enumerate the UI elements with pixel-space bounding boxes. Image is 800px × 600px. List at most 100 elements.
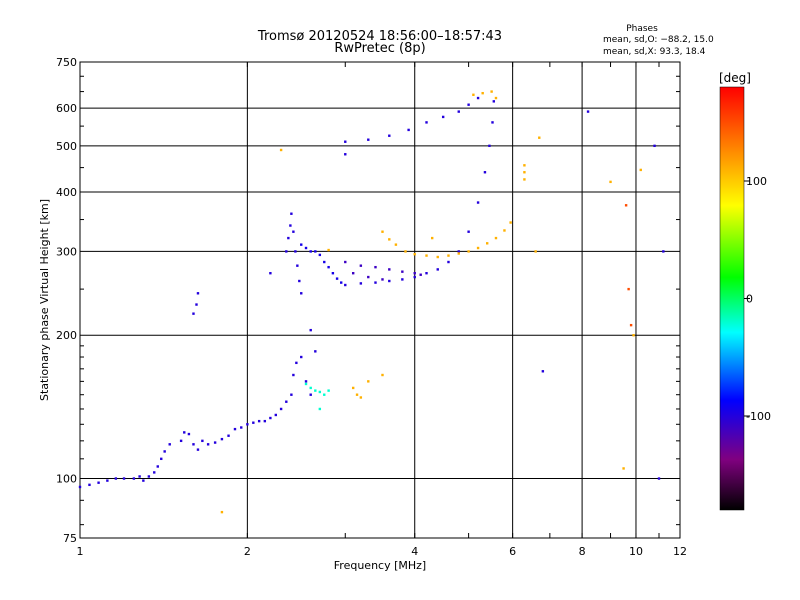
data-point <box>309 250 312 253</box>
data-point <box>292 230 295 233</box>
data-point <box>78 485 82 489</box>
data-point <box>344 283 347 287</box>
data-point <box>359 396 363 399</box>
data-point <box>289 224 292 227</box>
data-point <box>192 443 195 446</box>
colorbar <box>719 86 745 511</box>
data-point <box>304 380 308 383</box>
data-point <box>367 138 370 141</box>
data-point <box>168 443 171 446</box>
y-tick-label: 75 <box>63 532 77 545</box>
data-point <box>300 355 303 359</box>
data-point <box>179 439 183 443</box>
data-point <box>279 148 283 152</box>
data-point <box>351 386 355 390</box>
data-point <box>201 439 204 443</box>
data-point <box>485 242 489 245</box>
data-point <box>586 110 590 113</box>
data-point <box>287 236 290 240</box>
data-point <box>401 278 404 281</box>
data-point <box>290 393 293 396</box>
colorbar-label: [deg] <box>719 71 751 85</box>
data-point <box>639 168 642 172</box>
data-point <box>220 510 224 514</box>
data-point <box>419 273 422 276</box>
data-point <box>413 252 416 256</box>
x-tick-label: 1 <box>77 545 84 558</box>
data-point <box>491 121 494 124</box>
data-point <box>285 250 288 253</box>
data-point <box>359 264 363 267</box>
data-point <box>425 121 428 124</box>
colorbar-ticks: 100 0 -100 <box>744 175 771 423</box>
data-point <box>394 243 398 246</box>
data-point <box>523 178 526 181</box>
data-point <box>269 416 272 420</box>
data-point <box>467 230 470 233</box>
data-point <box>206 443 210 446</box>
data-point <box>476 201 480 204</box>
data-point <box>296 264 299 267</box>
data-point <box>122 477 126 480</box>
data-point <box>430 236 434 240</box>
data-point <box>323 393 326 396</box>
data-point <box>374 265 377 269</box>
data-point <box>160 457 163 461</box>
data-point <box>401 270 404 273</box>
data-point <box>335 277 339 280</box>
data-points <box>78 90 665 514</box>
data-point <box>476 246 480 250</box>
data-point <box>279 407 283 411</box>
phases-header: Phases <box>626 24 658 34</box>
data-point <box>285 400 288 403</box>
colorbar-tick-label: -100 <box>746 410 771 423</box>
data-point <box>538 136 541 139</box>
data-point <box>490 90 493 93</box>
data-point <box>314 250 317 253</box>
data-point <box>269 272 272 275</box>
data-point <box>290 212 293 215</box>
data-point <box>622 467 625 470</box>
data-point <box>106 479 109 482</box>
data-point <box>381 278 384 281</box>
x-tick-label: 12 <box>673 545 687 558</box>
data-point <box>447 254 450 257</box>
data-point <box>97 481 100 484</box>
data-point <box>657 477 661 480</box>
data-point <box>388 279 391 283</box>
data-point <box>220 437 224 441</box>
data-point <box>624 204 628 207</box>
data-point <box>314 350 317 353</box>
data-point <box>481 91 484 95</box>
x-axis: 1 2 4 6 8 10 12 <box>77 62 687 558</box>
data-point <box>407 128 410 132</box>
data-point <box>246 423 249 426</box>
data-point <box>187 432 191 436</box>
data-point <box>404 250 407 253</box>
data-point <box>183 431 186 434</box>
data-point <box>298 279 301 283</box>
y-tick-label: 200 <box>56 329 77 342</box>
data-point <box>304 246 308 250</box>
data-point <box>359 282 363 285</box>
data-point <box>627 287 630 291</box>
y-tick-label: 100 <box>56 473 77 486</box>
data-point <box>304 382 308 386</box>
data-point <box>381 373 384 377</box>
data-point <box>227 434 230 437</box>
plot-frame <box>79 61 681 539</box>
x-tick-label: 4 <box>411 545 418 558</box>
data-point <box>388 268 391 271</box>
data-point <box>300 243 303 246</box>
y-tick-label: 750 <box>56 56 77 69</box>
data-point <box>300 292 303 295</box>
data-point <box>263 419 267 423</box>
colorbar-tick-label: 0 <box>746 293 753 306</box>
x-axis-label: Frequency [MHz] <box>334 559 426 572</box>
data-point <box>523 171 526 174</box>
data-point <box>274 413 278 417</box>
data-point <box>483 171 487 174</box>
y-axis-label: Stationary phase Virtual Height [km] <box>38 199 51 401</box>
colorbar-tick-label: 100 <box>746 175 767 188</box>
